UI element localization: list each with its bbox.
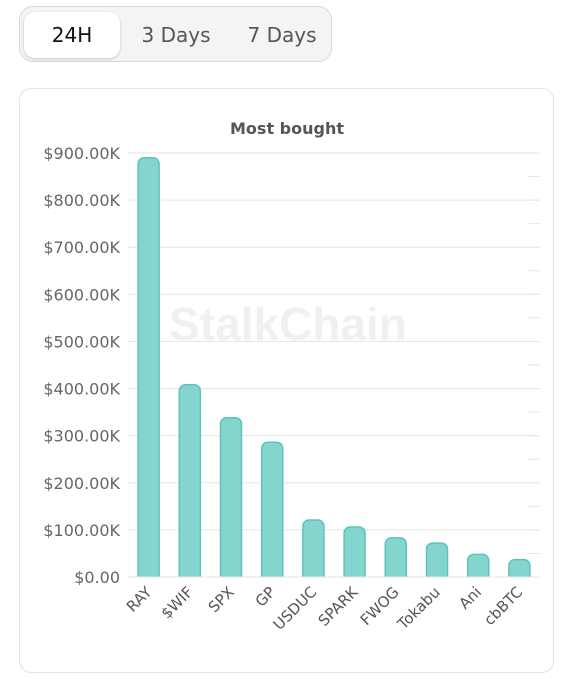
baseline-mask [128, 577, 540, 586]
y-tick-label: $200.00K [43, 474, 120, 493]
time-range-tabs: 24H 3 Days 7 Days [19, 6, 332, 62]
bar-spark[interactable] [343, 526, 366, 584]
y-tick-label: $300.00K [43, 427, 120, 446]
y-tick-label: $600.00K [43, 285, 120, 304]
x-tick-label: Tokabu [393, 583, 444, 634]
bar-gp[interactable] [260, 441, 284, 584]
x-tick-label: SPARK [315, 582, 363, 630]
x-tick-label: $WIF [157, 583, 196, 622]
tab-7-days[interactable]: 7 Days [247, 23, 317, 47]
x-tick-label: cbBTC [480, 583, 526, 629]
y-tick-label: $0.00 [74, 568, 120, 587]
tab-3-days[interactable]: 3 Days [141, 23, 211, 47]
bar-spx[interactable] [219, 417, 243, 584]
tab-24h[interactable]: 24H [24, 12, 120, 58]
y-tick-label: $400.00K [43, 380, 120, 399]
y-tick-label: $800.00K [43, 191, 120, 210]
right-axis-ticks [528, 152, 540, 578]
x-tick-label: GP [252, 583, 279, 610]
bar-usduc[interactable] [302, 519, 325, 584]
watermark: StalkChain [169, 298, 407, 350]
y-tick-label: $500.00K [43, 332, 120, 351]
bar-ray[interactable] [137, 156, 160, 584]
x-tick-label: RAY [123, 583, 156, 616]
bars [128, 156, 540, 586]
x-tick-label: USDUC [270, 583, 321, 634]
y-tick-label: $700.00K [43, 238, 120, 257]
bar-wif[interactable] [178, 384, 202, 584]
y-axis-tick-labels: $0.00 $100.00K $200.00K $300.00K $400.00K $50… [43, 144, 120, 587]
chart-card [19, 88, 554, 673]
chart-title: Most bought [230, 119, 344, 138]
x-tick-label: SPX [205, 583, 238, 616]
y-tick-label: $900.00K [43, 144, 120, 163]
bar-fwog[interactable] [384, 537, 408, 584]
x-tick-label: Ani [455, 583, 485, 613]
y-tick-label: $100.00K [43, 521, 120, 540]
